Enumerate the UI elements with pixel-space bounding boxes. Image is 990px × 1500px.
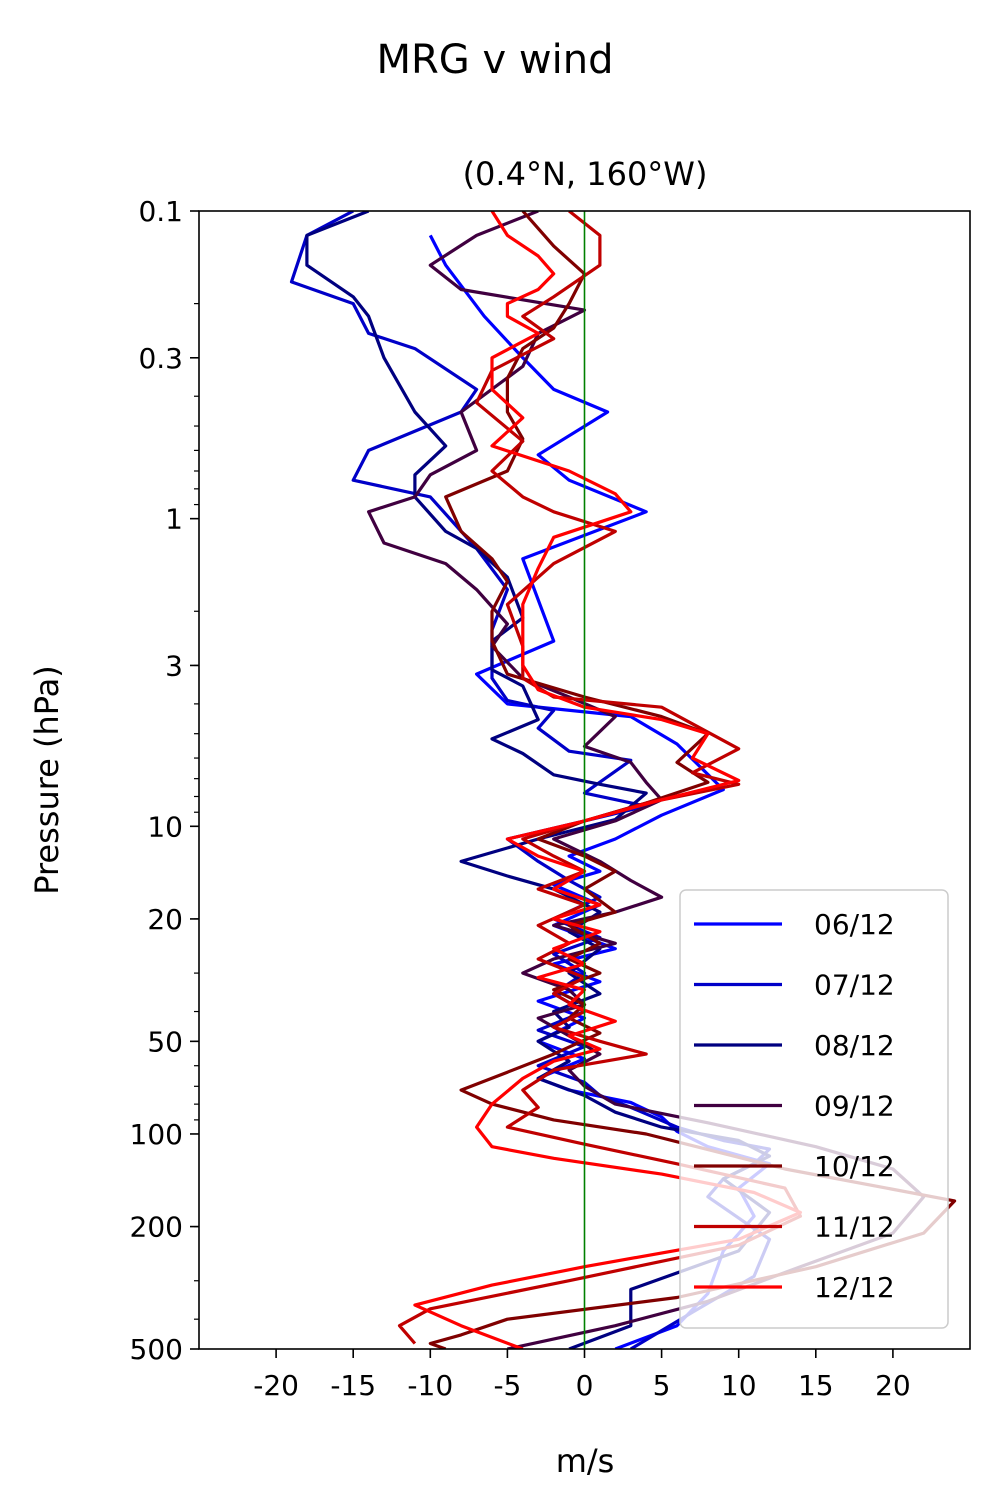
series-line-09-12 — [367, 211, 926, 1349]
legend-label-10-12: 10/12 — [814, 1150, 895, 1183]
legend-label-09-12: 09/12 — [814, 1090, 895, 1123]
x-tick-label: 5 — [653, 1369, 671, 1402]
y-tick-label: 100 — [130, 1118, 183, 1151]
y-tick-label: 3 — [165, 649, 183, 682]
x-tick-label: -5 — [493, 1369, 521, 1402]
x-tick-label: 10 — [721, 1369, 757, 1402]
legend-box — [679, 889, 949, 1329]
x-tick-label: -20 — [253, 1369, 299, 1402]
y-tick-label: 1 — [165, 503, 183, 536]
chart-title: MRG v wind — [377, 37, 614, 83]
legend-label-11-12: 11/12 — [814, 1211, 895, 1244]
legend-label-06-12: 06/12 — [814, 908, 895, 941]
x-tick-label: 20 — [875, 1369, 911, 1402]
x-tick-label: -15 — [330, 1369, 376, 1402]
x-tick-label: 15 — [798, 1369, 834, 1402]
y-tick-label: 0.3 — [138, 342, 183, 375]
legend-label-07-12: 07/12 — [814, 969, 895, 1002]
legend-label-12-12: 12/12 — [814, 1271, 895, 1304]
y-tick-label: 50 — [147, 1025, 183, 1058]
y-tick-label: 500 — [130, 1333, 183, 1366]
legend: 06/12 07/12 08/12 09/12 10/12 11/12 12/12 — [679, 889, 949, 1329]
y-axis-label: Pressure (hPa) — [28, 665, 66, 895]
x-tick-label: -10 — [407, 1369, 453, 1402]
y-tick-label: 0.1 — [138, 195, 183, 228]
chart-subtitle: (0.4°N, 160°W) — [463, 155, 708, 193]
legend-label-08-12: 08/12 — [814, 1029, 895, 1062]
y-tick-label: 10 — [147, 810, 183, 843]
y-tick-label: 200 — [130, 1211, 183, 1244]
x-tick-label: 0 — [576, 1369, 594, 1402]
x-axis-label: m/s — [556, 1442, 615, 1480]
y-tick-label: 20 — [147, 903, 183, 936]
series-line-12-12 — [413, 211, 803, 1349]
